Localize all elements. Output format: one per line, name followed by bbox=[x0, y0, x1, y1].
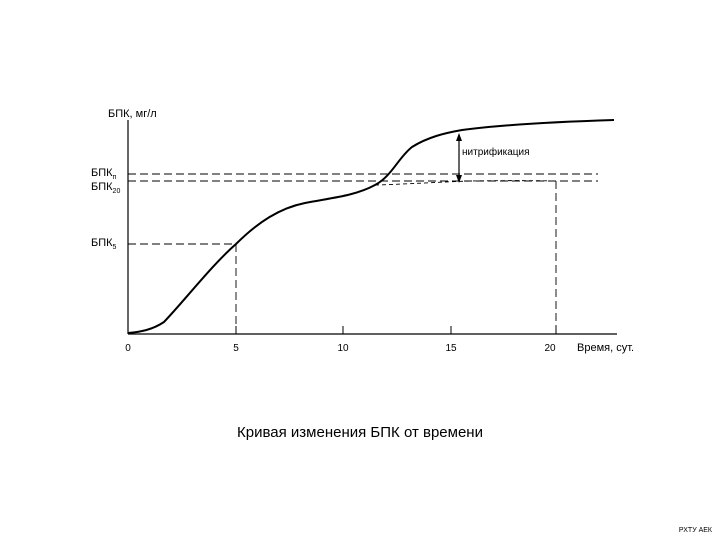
bpk-5-label: БПК5 bbox=[91, 237, 117, 251]
x-tick-label-5: 5 bbox=[233, 343, 239, 354]
x-tick-label-10: 10 bbox=[337, 343, 349, 354]
nitrification-arrowhead-top bbox=[456, 133, 462, 141]
bod-curve bbox=[127, 119, 615, 334]
nitrification-arrowhead-bottom bbox=[456, 175, 462, 183]
bpk-n-label: БПКп bbox=[91, 167, 117, 181]
x-tick-label-20: 20 bbox=[544, 343, 556, 354]
y-axis-label: БПК, мг/л bbox=[108, 108, 157, 120]
figure-caption: Кривая изменения БПК от времени bbox=[237, 424, 483, 441]
x-tick-label-0: 0 bbox=[125, 343, 131, 354]
footer-label: РХТУ АЕК bbox=[678, 527, 712, 534]
x-tick-label-15: 15 bbox=[445, 343, 457, 354]
carbonaceous-dashed-curve bbox=[374, 180, 557, 186]
nitrification-label: нитрификация bbox=[462, 146, 530, 158]
bpk-20-label: БПК20 bbox=[91, 181, 120, 195]
x-axis-label: Время, сут. bbox=[577, 342, 634, 354]
